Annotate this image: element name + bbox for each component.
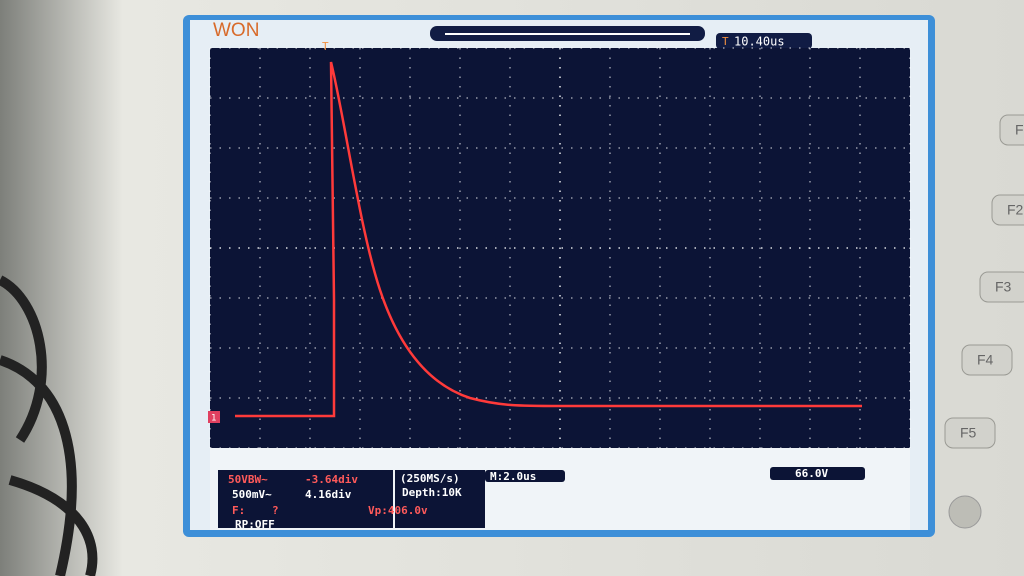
- function-button[interactable]: [991, 194, 1024, 226]
- frequency-label: F:: [232, 504, 245, 517]
- ch1-position: -3.64div: [305, 473, 358, 486]
- timebase-box: [485, 470, 565, 482]
- frequency-value: ?: [272, 504, 279, 517]
- trigger-marker: T: [322, 40, 329, 53]
- trigger-box: [770, 467, 865, 480]
- timebase: M:2.0us: [490, 470, 536, 483]
- function-button[interactable]: [999, 114, 1024, 146]
- offset-box: [716, 33, 812, 49]
- channel-info: [218, 470, 393, 528]
- channel-marker: 1: [211, 414, 216, 424]
- button-label: F3: [995, 279, 1012, 295]
- waveform-trace: [235, 61, 862, 418]
- function-button[interactable]: [944, 417, 996, 449]
- graticule: [209, 47, 911, 449]
- function-button[interactable]: [979, 271, 1024, 303]
- sample-rate: (250MS/s): [400, 472, 460, 485]
- sample-info: [395, 470, 485, 500]
- function-button[interactable]: [961, 344, 1013, 376]
- button-label: F: [1015, 122, 1024, 138]
- brand: WON: [213, 20, 259, 41]
- time-offset: 10.40us: [734, 35, 785, 49]
- button-label: F2: [1007, 202, 1024, 218]
- channel-marker-box: [208, 411, 220, 423]
- memory-depth: Depth:10K: [402, 486, 462, 499]
- trigger-level: 66.0V: [795, 467, 828, 480]
- cables: [0, 275, 98, 576]
- ch1-scale: 50VBW~: [228, 473, 268, 486]
- ch2-position: 4.16div: [305, 488, 352, 501]
- record-status: RP:OFF: [235, 518, 275, 531]
- measure-info: [395, 500, 485, 528]
- knob[interactable]: [948, 495, 982, 529]
- ch2-scale: 500mV~: [232, 488, 272, 501]
- button-label: F4: [977, 352, 994, 368]
- trigger-icon: T: [722, 35, 729, 48]
- button-label: F5: [960, 425, 977, 441]
- peak-voltage: Vp:406.0v: [368, 504, 428, 517]
- function-buttons: F F2 F3 F4 F5: [944, 114, 1024, 449]
